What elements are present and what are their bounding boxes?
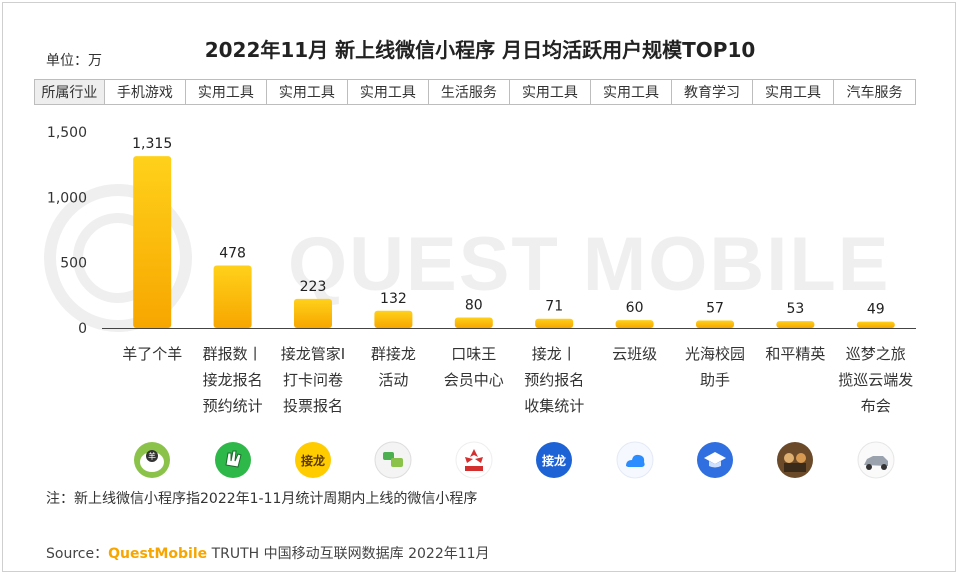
bar-value-label: 1,315 — [132, 136, 172, 152]
source-brand: QuestMobile — [108, 546, 208, 562]
svg-text:接龙: 接龙 — [301, 453, 325, 468]
footnote: 注：新上线微信小程序指2022年1-11月统计周期内上线的微信小程序 — [46, 491, 478, 507]
y-tick-label: 1,500 — [47, 125, 87, 141]
x-category-label: 预约统计 — [203, 397, 263, 415]
bar — [856, 321, 895, 328]
source-rest: TRUTH 中国移动互联网数据库 2022年11月 — [207, 546, 490, 562]
x-category-label: 投票报名 — [283, 397, 343, 415]
bar-value-label: 49 — [867, 302, 885, 318]
industry-cell: 实用工具 — [267, 80, 348, 104]
x-category-label: 光海校园 — [685, 345, 745, 363]
bar-value-label: 60 — [626, 300, 644, 316]
bar-value-label: 132 — [380, 291, 407, 307]
x-category-label: 揽巡云端发 — [838, 371, 913, 389]
industry-cell: 生活服务 — [429, 80, 510, 104]
industry-cell: 教育学习 — [672, 80, 753, 104]
bar — [294, 298, 332, 328]
cloud-icon — [616, 441, 654, 479]
industry-row: 所属行业 手机游戏 实用工具 实用工具 实用工具 生活服务 实用工具 实用工具 … — [34, 79, 916, 105]
bar-value-label: 53 — [786, 301, 804, 317]
watermark: QUEST MOBILE — [44, 184, 890, 332]
bar — [374, 310, 413, 328]
x-category-label: 预约报名 — [524, 371, 584, 389]
x-category-label: 布会 — [861, 397, 891, 415]
graduation-cap-icon — [696, 441, 734, 479]
source-prefix: Source： — [46, 546, 109, 562]
bar — [133, 156, 172, 328]
hand-icon — [214, 441, 252, 479]
watermark-text: QUEST MOBILE — [288, 222, 890, 307]
industry-cell: 实用工具 — [591, 80, 672, 104]
bar-value-label: 80 — [465, 298, 483, 314]
industry-cell: 手机游戏 — [105, 80, 186, 104]
industry-cell: 实用工具 — [186, 80, 267, 104]
bar — [696, 320, 734, 328]
x-category-label: 群接龙 — [371, 345, 416, 363]
bar — [454, 317, 493, 328]
bar-value-label: 478 — [219, 246, 246, 262]
x-category-label: 口味王 — [451, 345, 496, 363]
x-category-label: 接龙丨 — [532, 345, 577, 363]
x-category-label: 打卡问卷 — [283, 371, 343, 389]
bar-value-label: 71 — [545, 299, 563, 315]
x-category-label: 收集统计 — [524, 397, 584, 415]
car-icon — [857, 441, 895, 479]
chat-icon — [374, 441, 412, 479]
bar-value-label: 57 — [706, 301, 724, 317]
sheep-icon: 羊 — [133, 441, 171, 479]
svg-text:接龙: 接龙 — [542, 453, 566, 468]
y-tick-label: 0 — [78, 321, 87, 337]
jielong-blue-icon: 接龙 — [535, 441, 573, 479]
bar — [776, 321, 815, 328]
x-category-label: 助手 — [700, 371, 730, 389]
y-tick-label: 1,000 — [47, 190, 87, 206]
bar — [615, 320, 654, 328]
x-category-label: 接龙报名 — [203, 371, 263, 389]
industry-header: 所属行业 — [35, 80, 105, 104]
industry-cell: 汽车服务 — [846, 85, 903, 101]
x-category-label: 和平精英 — [765, 345, 825, 363]
bar-value-label: 223 — [300, 279, 327, 295]
x-category-label: 群报数丨 — [203, 345, 263, 363]
bar — [213, 265, 252, 328]
bar — [535, 318, 574, 328]
x-category-label: 羊了个羊 — [122, 345, 182, 363]
y-tick-label: 500 — [60, 256, 87, 272]
x-category-label: 会员中心 — [444, 371, 504, 389]
jielong-icon: 接龙 — [294, 441, 332, 479]
industry-cell: 实用工具 — [348, 80, 429, 104]
game-characters-icon — [776, 441, 814, 479]
chart-title: 2022年11月 新上线微信小程序 月日均活跃用户规模TOP10 — [204, 38, 756, 62]
source-line: Source：QuestMobile TRUTH 中国移动互联网数据库 2022… — [46, 543, 490, 563]
industry-cell: 实用工具 — [510, 80, 591, 104]
x-category-label: 接龙管家I — [281, 345, 345, 363]
x-category-label: 云班级 — [612, 345, 657, 363]
x-category-label: 活动 — [378, 371, 408, 389]
unit-label: 单位：万 — [46, 53, 102, 69]
x-category-label: 巡梦之旅 — [846, 345, 906, 363]
svg-text:羊: 羊 — [148, 451, 156, 461]
kouweiwang-icon — [455, 441, 493, 479]
industry-cell: 实用工具 — [753, 80, 834, 104]
